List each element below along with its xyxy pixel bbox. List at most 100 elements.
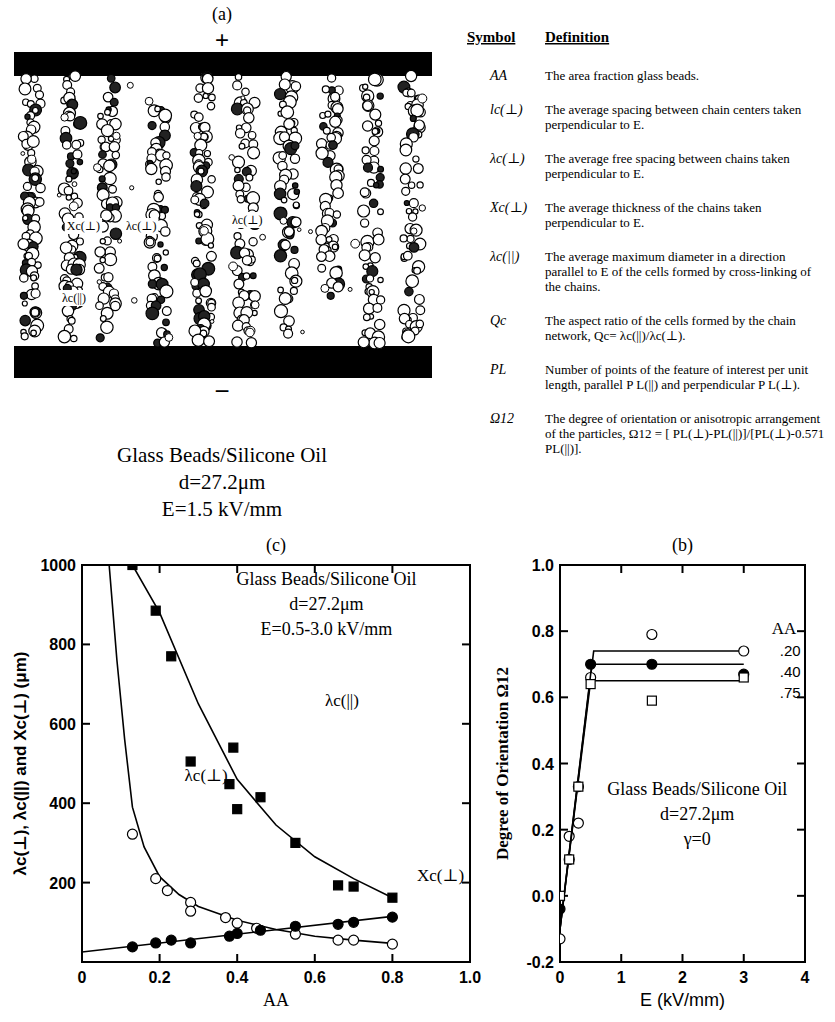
tick bbox=[462, 564, 470, 566]
tick bbox=[743, 565, 745, 573]
definition-line: parallel to E of the cells formed by cro… bbox=[545, 264, 812, 279]
bead bbox=[110, 228, 121, 239]
bead bbox=[146, 307, 159, 320]
table-symbol: Qc bbox=[490, 313, 507, 328]
bead bbox=[208, 176, 215, 183]
bead bbox=[159, 109, 172, 122]
bead bbox=[201, 72, 213, 84]
annotation: E=0.5-3.0 kV/mm bbox=[261, 619, 393, 639]
marker bbox=[739, 646, 749, 656]
bead bbox=[360, 188, 369, 197]
table-header: Symbol bbox=[467, 29, 515, 45]
bead bbox=[281, 106, 294, 119]
bead bbox=[232, 337, 242, 347]
table-definition: Number of points of the feature of inter… bbox=[545, 362, 809, 392]
bead bbox=[36, 91, 44, 99]
bead bbox=[192, 334, 204, 346]
definition-line: perpendicular to E. bbox=[545, 215, 644, 230]
bead bbox=[291, 217, 301, 227]
tick bbox=[469, 954, 471, 962]
bead bbox=[130, 186, 134, 190]
bead bbox=[57, 193, 61, 197]
bead bbox=[233, 180, 244, 191]
definition-line: Number of points of the feature of inter… bbox=[545, 362, 809, 377]
tick bbox=[797, 961, 805, 963]
bead bbox=[195, 113, 204, 122]
marker bbox=[388, 893, 397, 902]
bead bbox=[363, 121, 373, 131]
bead bbox=[104, 160, 115, 171]
bead bbox=[363, 101, 373, 111]
marker bbox=[573, 818, 583, 828]
bead bbox=[404, 201, 409, 206]
marker bbox=[151, 938, 161, 948]
bead bbox=[333, 188, 344, 199]
bead bbox=[369, 136, 379, 146]
bead bbox=[249, 291, 260, 302]
bead bbox=[293, 203, 299, 209]
bead bbox=[30, 272, 38, 280]
bead bbox=[369, 73, 382, 86]
bead bbox=[202, 83, 213, 94]
bead bbox=[402, 187, 410, 195]
bead bbox=[162, 307, 171, 316]
series-label: λc(||) bbox=[325, 691, 359, 710]
fit-line bbox=[560, 651, 744, 929]
definition-line: PL(||)]. bbox=[545, 441, 582, 456]
bead bbox=[207, 251, 217, 261]
bead bbox=[196, 298, 202, 304]
bead bbox=[229, 155, 235, 161]
bead bbox=[148, 122, 156, 130]
marker bbox=[290, 921, 300, 931]
bead bbox=[419, 205, 425, 211]
bead bbox=[410, 115, 416, 121]
bead bbox=[333, 282, 343, 292]
marker bbox=[586, 680, 595, 689]
bead bbox=[191, 196, 199, 204]
bead bbox=[101, 210, 112, 221]
bead bbox=[378, 209, 384, 215]
marker bbox=[186, 757, 195, 766]
bead bbox=[30, 307, 40, 317]
bead bbox=[331, 92, 340, 101]
bead bbox=[101, 125, 113, 137]
bead bbox=[400, 235, 407, 242]
marker bbox=[229, 743, 238, 752]
bead bbox=[234, 279, 244, 289]
table-definition: The average spacing between chain center… bbox=[545, 102, 802, 132]
bead bbox=[146, 238, 154, 246]
bead bbox=[21, 333, 28, 340]
bead bbox=[400, 163, 411, 174]
panel-label: (a) bbox=[212, 4, 232, 25]
bead bbox=[374, 338, 385, 349]
bead bbox=[400, 144, 412, 156]
bead bbox=[94, 263, 104, 273]
bead bbox=[27, 136, 39, 148]
bead bbox=[191, 181, 202, 192]
bead bbox=[98, 113, 104, 119]
bead bbox=[251, 301, 259, 309]
definition-line: The average maximum diameter in a direct… bbox=[545, 249, 786, 264]
electrode-sign: + bbox=[215, 26, 229, 53]
fit-line bbox=[109, 565, 392, 943]
table-definition: The average thickness of the chains take… bbox=[545, 200, 762, 230]
bead bbox=[359, 250, 370, 261]
bead bbox=[204, 151, 210, 157]
bead bbox=[99, 151, 107, 159]
marker bbox=[564, 854, 574, 864]
bead bbox=[291, 82, 300, 91]
bead bbox=[332, 244, 338, 250]
panel-label: (c) bbox=[266, 535, 286, 556]
bead bbox=[20, 274, 28, 282]
bead bbox=[406, 275, 419, 288]
bead bbox=[244, 113, 254, 123]
bead bbox=[154, 255, 160, 261]
bead bbox=[100, 316, 106, 322]
tick bbox=[559, 954, 561, 962]
bead bbox=[374, 183, 379, 188]
marker bbox=[387, 912, 397, 922]
fit-line bbox=[560, 664, 744, 929]
bead bbox=[68, 317, 75, 324]
tick-label: -0.2 bbox=[526, 954, 554, 971]
marker bbox=[232, 928, 242, 938]
